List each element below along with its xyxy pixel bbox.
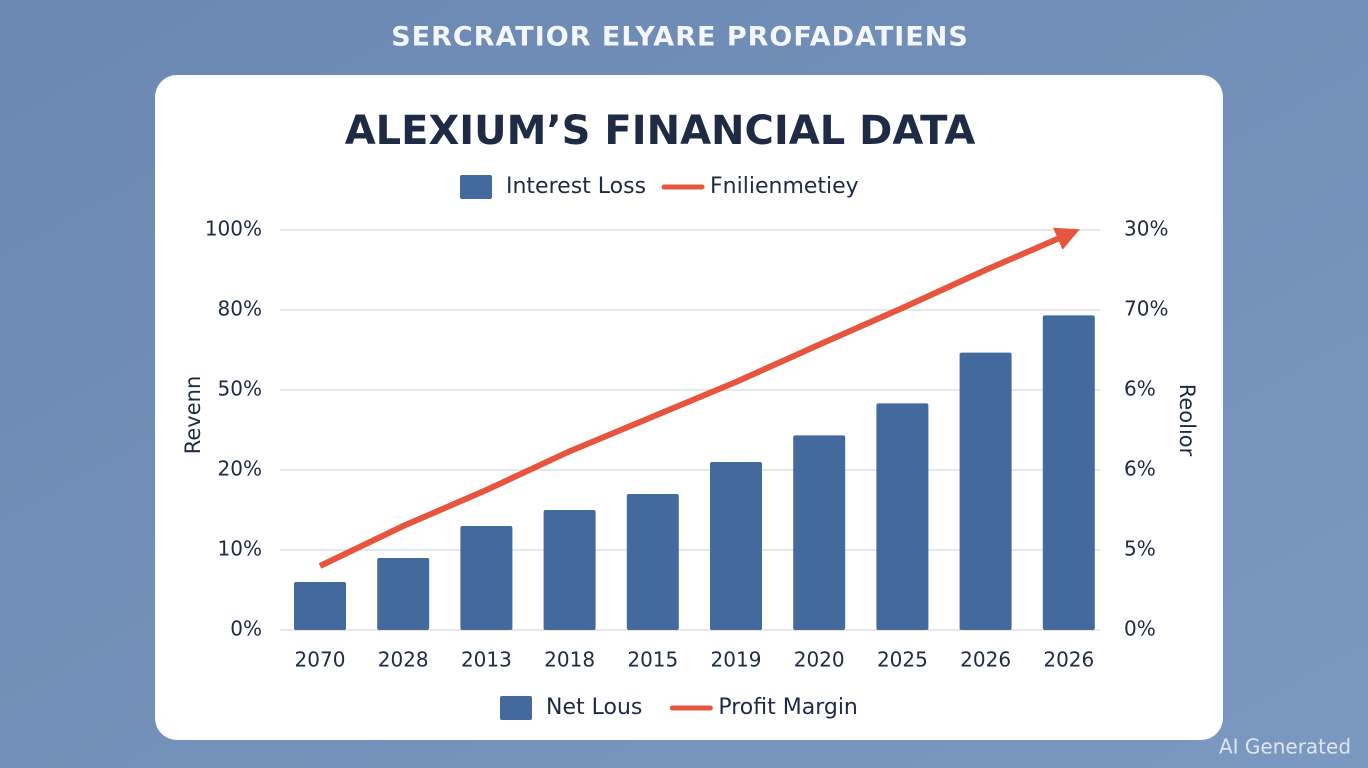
y2-tick-label: 6% bbox=[1124, 457, 1156, 481]
legend-swatch bbox=[500, 696, 532, 720]
bar bbox=[793, 435, 846, 630]
y-tick-label: 50% bbox=[218, 377, 262, 401]
header: SERCRATIOR ELYARE PROFADATIENS bbox=[391, 22, 969, 53]
x-tick-label: 2026 bbox=[1043, 648, 1094, 672]
y2-tick-label: 6% bbox=[1124, 377, 1156, 401]
bar bbox=[876, 403, 929, 630]
x-tick-label: 2019 bbox=[711, 648, 762, 672]
chart-title: ALEXIUM’S FINANCIAL DATA bbox=[345, 108, 976, 154]
bar bbox=[959, 352, 1012, 630]
legend-label: Fnilienmetiey bbox=[710, 174, 859, 199]
line bbox=[318, 227, 1080, 569]
x-tick-label: 2013 bbox=[461, 648, 512, 672]
bar bbox=[377, 558, 430, 630]
legend-label: Interest Loss bbox=[506, 174, 646, 199]
y-tick-label: 100% bbox=[205, 217, 262, 241]
y2-tick-label: 0% bbox=[1124, 617, 1156, 641]
x-tick-label: 2028 bbox=[378, 648, 429, 672]
x-tick-label: 2018 bbox=[544, 648, 595, 672]
bar bbox=[460, 526, 513, 630]
y2-axis-label: Reolıor bbox=[1175, 384, 1199, 457]
legend-label: Profit Margin bbox=[718, 695, 858, 720]
bar bbox=[1042, 315, 1095, 630]
x-tick-label: 2020 bbox=[794, 648, 845, 672]
bar bbox=[543, 510, 596, 630]
x-tick-label: 2070 bbox=[295, 648, 346, 672]
legend-swatch bbox=[460, 175, 492, 199]
y-tick-label: 20% bbox=[218, 457, 262, 481]
bar bbox=[626, 494, 679, 630]
legend-label: Net Lous bbox=[546, 695, 642, 720]
bar bbox=[710, 462, 762, 630]
x-tick-label: 2026 bbox=[960, 648, 1011, 672]
y2-tick-label: 5% bbox=[1124, 537, 1156, 561]
y-tick-label: 80% bbox=[218, 297, 262, 321]
bar bbox=[294, 582, 346, 630]
watermark: AI Generated bbox=[1219, 735, 1351, 759]
x-tick-label: 2015 bbox=[627, 648, 678, 672]
y-axis-label: Revenn bbox=[181, 376, 205, 455]
x-tick-label: 2025 bbox=[877, 648, 928, 672]
y-tick-label: 0% bbox=[230, 617, 262, 641]
y2-tick-label: 70% bbox=[1124, 297, 1168, 321]
y-tick-label: 10% bbox=[218, 537, 262, 561]
y2-tick-label: 30% bbox=[1124, 217, 1168, 241]
